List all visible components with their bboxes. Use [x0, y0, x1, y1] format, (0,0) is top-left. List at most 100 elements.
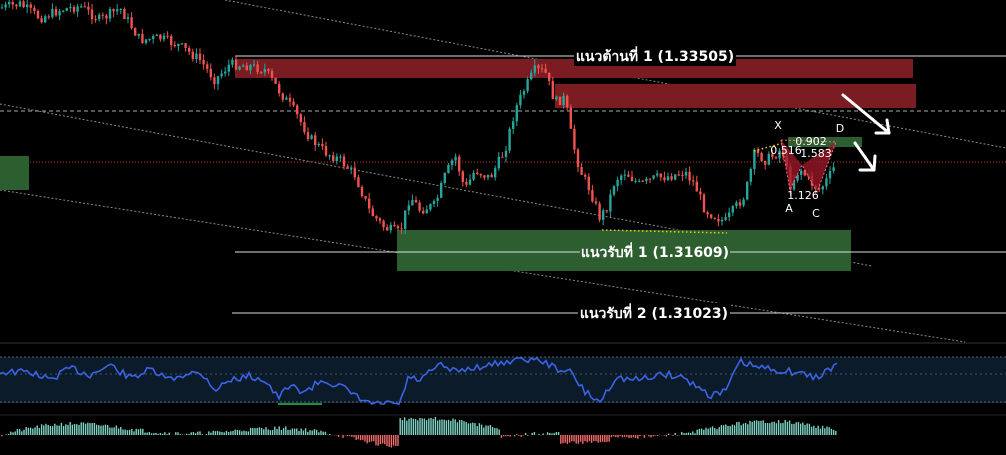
candle-body [317, 143, 320, 146]
candle-body [620, 175, 623, 180]
candle-body [296, 105, 299, 115]
histogram-bar [362, 435, 364, 440]
histogram-bar [744, 422, 747, 435]
histogram-bar [513, 435, 516, 437]
candle-body [155, 34, 158, 36]
histogram-bar [25, 427, 27, 435]
candle-body [15, 4, 18, 7]
histogram-bar [637, 435, 639, 439]
histogram-bar [249, 427, 252, 435]
histogram-bar [685, 433, 687, 435]
histogram-bar [630, 435, 632, 438]
candle-body [51, 8, 54, 18]
histogram-bar [623, 435, 626, 437]
pattern-point-a: A [785, 202, 793, 215]
histogram-bar [478, 423, 481, 435]
histogram-bar [830, 428, 833, 435]
candle-body [98, 14, 101, 20]
candle-body [267, 69, 270, 71]
candle-body [778, 150, 781, 159]
candle-body [627, 174, 630, 177]
histogram-bar [304, 428, 307, 435]
candle-body [87, 6, 90, 10]
supply-zone-2[interactable] [555, 84, 916, 108]
candle-body [519, 94, 522, 106]
candle-body [645, 178, 648, 182]
candle-body [749, 169, 752, 182]
oscillator-line [0, 356, 838, 405]
candle-body [832, 167, 835, 171]
histogram-bar [219, 431, 221, 435]
candle-body [454, 156, 457, 161]
histogram-bar [381, 435, 384, 444]
candle-body [825, 178, 828, 187]
candle-body [641, 180, 644, 182]
histogram-bar [14, 431, 16, 435]
candle-body [771, 153, 774, 158]
candle-body [468, 179, 472, 185]
candle-body [666, 176, 670, 181]
harmonic-pattern[interactable] [780, 139, 837, 194]
candle-body [792, 180, 796, 190]
candle-body [533, 65, 536, 73]
histogram-bar [676, 435, 679, 436]
candle-body [598, 203, 601, 220]
support-1-label-bg [580, 242, 730, 262]
supply-zone-1[interactable] [235, 59, 913, 78]
histogram-bar [234, 429, 236, 435]
histogram-bar [153, 433, 155, 435]
histogram-bar [282, 428, 285, 435]
candle-body [116, 9, 119, 12]
histogram-bar [450, 420, 452, 435]
histogram-bar [582, 435, 584, 444]
histogram-bar [395, 435, 397, 446]
histogram-bar [793, 423, 795, 435]
histogram-bar [164, 432, 166, 435]
histogram-bar [87, 422, 89, 435]
histogram-bar [742, 423, 745, 435]
candle-body [238, 66, 241, 70]
candle-body [512, 121, 515, 129]
histogram-bar [617, 435, 619, 438]
candle-body [44, 16, 47, 23]
histogram-bar [692, 431, 694, 435]
histogram-bar [736, 422, 738, 435]
histogram-bar [56, 425, 58, 435]
candle-body [227, 64, 230, 72]
candle-body [548, 72, 551, 81]
histogram-bar [379, 435, 382, 445]
candle-body [738, 202, 742, 206]
histogram-bar [150, 433, 153, 435]
candle-body [465, 181, 468, 185]
histogram-bar [186, 433, 188, 435]
histogram-bar [522, 435, 525, 436]
histogram-bar [421, 418, 423, 435]
histogram-bar [390, 435, 393, 448]
candle-body [198, 53, 202, 60]
histogram-bar [117, 428, 120, 435]
histogram-bar [188, 434, 190, 435]
histogram-bar [267, 429, 269, 435]
demand-zone-left[interactable] [0, 156, 29, 190]
candle-body [731, 206, 734, 213]
candle-body [278, 83, 281, 94]
histogram-bar [747, 424, 749, 435]
histogram-bar [69, 422, 71, 435]
histogram-bar [566, 435, 569, 445]
histogram-bar [654, 435, 657, 436]
histogram-bar [320, 430, 322, 435]
candle-body [83, 6, 86, 8]
pattern-point-d: D [836, 122, 844, 135]
histogram-bar [472, 422, 474, 435]
candle-body [357, 177, 360, 188]
histogram-bar [727, 426, 729, 435]
candle-body [404, 210, 407, 229]
harmonic-xd-line [780, 139, 837, 143]
candle-body [490, 174, 493, 178]
histogram-bar [443, 419, 445, 435]
histogram-bar [764, 422, 767, 435]
candle-body [483, 175, 486, 178]
histogram-bar [698, 428, 701, 435]
candle-body [746, 181, 749, 200]
